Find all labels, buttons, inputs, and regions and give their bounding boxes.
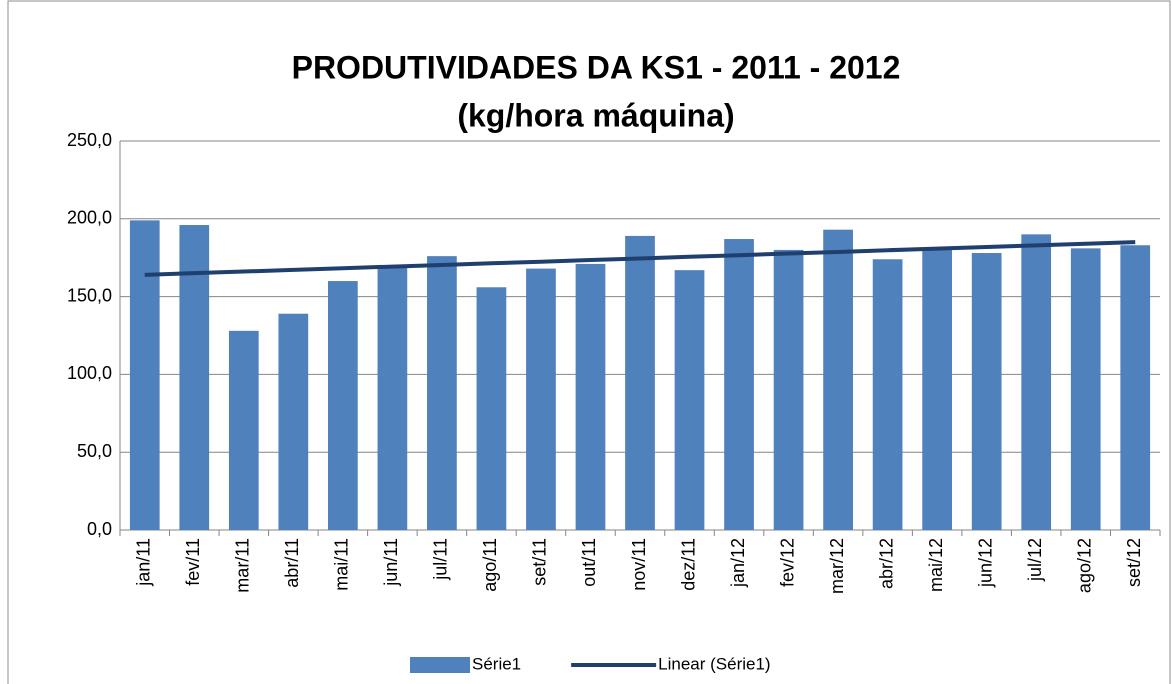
x-tick-label: fev/12 [777,538,797,587]
trend-line [144,240,1136,277]
y-tick-label: 50,0 [77,441,112,461]
x-tick-label: abr/11 [282,538,302,588]
x-tick-label: jun/11 [381,538,401,587]
x-tick-label: mar/11 [233,538,253,593]
bar [228,330,259,530]
x-tick-label: jul/12 [1025,538,1045,582]
bar [1120,245,1151,530]
legend-swatch [410,657,470,673]
bar [328,281,358,530]
bar [377,265,408,530]
bar [922,249,952,531]
x-tick-label: jan/12 [728,538,748,588]
x-tick-label: mar/12 [827,538,847,594]
x-tick-label: fev/11 [183,538,203,586]
chart-title: PRODUTIVIDADES DA KS1 - 2011 - 2012 [292,49,901,85]
bar [971,253,1002,531]
x-tick-label: jun/12 [975,538,995,588]
y-tick-label: 200,0 [67,208,112,228]
x-tick-label: out/11 [579,538,599,587]
x-tick-label: abr/12 [876,538,896,589]
bar [427,256,457,530]
bar [129,220,160,530]
x-tick-label: dez/11 [678,538,698,591]
x-tick-label: mai/12 [926,538,946,592]
x-tick-label: jan/11 [134,538,154,587]
legend-label: Série1 [472,654,521,673]
x-tick-label: ago/12 [1074,538,1094,593]
x-tick-label: mai/11 [332,538,352,591]
bar [773,249,804,531]
bar [872,259,903,530]
y-tick-label: 0,0 [87,519,112,539]
legend-label: Linear (Série1) [658,654,770,673]
bar [575,263,606,530]
bar [1021,234,1052,531]
x-tick-label: nov/11 [629,538,649,591]
x-tick-label: set/12 [1124,538,1144,587]
x-tick-label: ago/11 [480,538,500,592]
bar [625,235,655,530]
bar [526,268,556,530]
bar [823,229,853,530]
bar [1070,248,1101,530]
chart-subtitle: (kg/hora máquina) [457,97,734,133]
y-tick-label: 100,0 [67,363,112,383]
x-tick-label: set/11 [530,538,550,586]
y-tick-label: 250,0 [67,130,112,150]
bar [278,313,309,530]
x-tick-label: jul/11 [431,538,451,581]
bar [674,270,705,530]
bar [179,225,210,531]
y-tick-label: 150,0 [67,285,112,305]
bar [476,287,507,530]
bar [724,239,754,530]
